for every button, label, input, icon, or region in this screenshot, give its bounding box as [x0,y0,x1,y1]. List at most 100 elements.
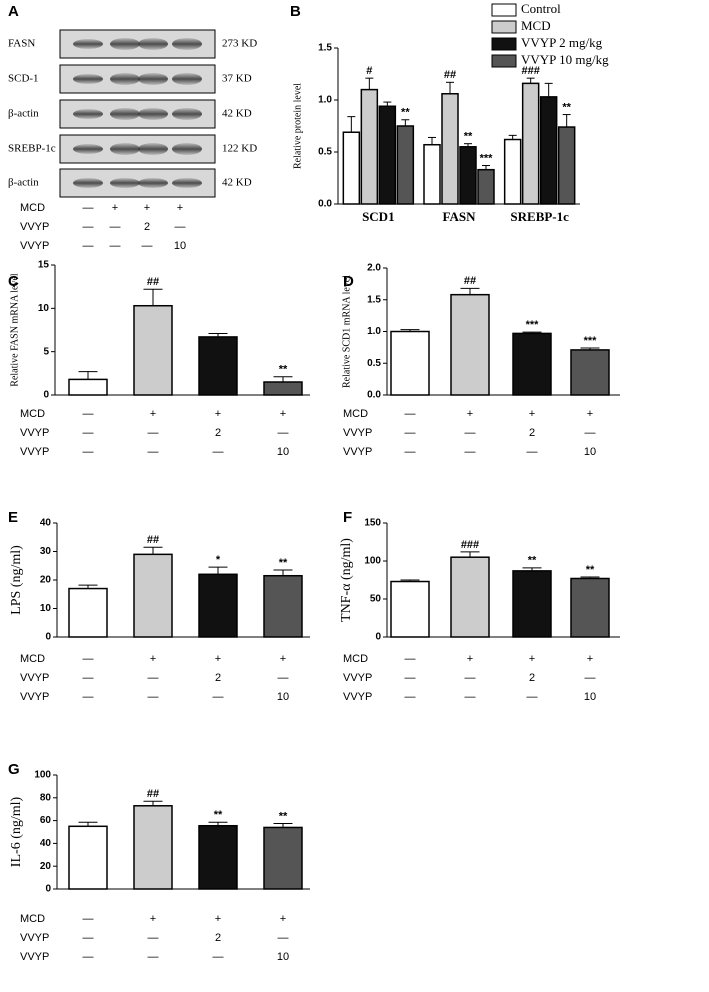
bar [459,146,477,205]
treatment-cell: — [465,672,476,684]
significance-label: *** [526,319,540,331]
significance-label: ## [147,276,159,288]
y-tick-label: 1.5 [318,43,332,54]
bar [198,824,238,890]
bar [557,126,576,205]
treatment-cell: — [405,653,416,665]
treatment-cell: 2 [215,672,221,684]
bar [570,349,610,396]
treatment-cell: — [465,446,476,458]
treatment-cell: 2 [215,932,221,944]
significance-label: ** [464,131,473,143]
significance-label: *** [480,152,494,164]
y-tick-label: 40 [40,518,52,529]
bar [68,825,108,890]
y-tick-label: 1.0 [367,326,381,337]
treatment-cell: — [83,672,94,684]
y-axis-label: Relative FASN mRNA level [9,273,20,387]
blot-band [138,73,168,85]
treatment-cell: — [405,672,416,684]
significance-label: ** [279,364,288,376]
bar [390,580,430,638]
bar [512,332,552,396]
y-tick-label: 0.0 [318,199,332,210]
treatment-cell: — [175,221,186,233]
y-tick-label: 1.5 [367,294,381,305]
y-tick-label: 0.5 [318,147,332,158]
treatment-cell: — [527,691,538,703]
treatment-cell: — [83,221,94,233]
treatment-cell: + [587,408,593,420]
treatment-cell: + [215,913,221,925]
treatment-cell: — [142,240,153,252]
treatment-label: MCD [20,913,45,925]
treatment-label: VVYP [20,221,49,233]
treatment-cell: — [83,408,94,420]
legend-swatch [491,3,517,17]
significance-label: ** [279,810,288,822]
bar [423,143,441,205]
legend-label: VVYP 10 mg/kg [521,52,609,67]
treatment-cell: + [112,202,118,214]
significance-label: # [366,65,372,77]
treatment-cell: 2 [144,221,150,233]
y-tick-label: 15 [38,260,50,271]
panel-letter: B [290,3,301,20]
bar [396,125,415,205]
treatment-cell: — [83,240,94,252]
blot-label: SREBP-1c [8,143,56,155]
treatment-label: MCD [20,408,45,420]
treatment-cell: — [148,932,159,944]
treatment-cell: — [83,427,94,439]
treatment-cell: + [280,408,286,420]
treatment-cell: — [148,951,159,963]
y-tick-label: 5 [43,346,49,357]
bar [133,304,173,396]
legend-swatch [491,37,517,51]
bar [503,138,522,205]
blot-size: 273 KD [222,38,257,50]
significance-label: ** [214,809,223,821]
treatment-cell: 10 [174,240,186,252]
treatment-label: VVYP [20,691,49,703]
blot-band [138,143,168,155]
bar [133,553,173,638]
treatment-label: VVYP [343,446,372,458]
panel-letter: C [8,273,19,290]
bar [198,573,238,638]
significance-label: ** [279,557,288,569]
bar [342,131,361,205]
treatment-label: VVYP [20,951,49,963]
treatment-cell: — [278,427,289,439]
bar [570,577,610,638]
blot-band [73,178,103,188]
treatment-cell: — [83,653,94,665]
y-tick-label: 150 [364,518,381,529]
bar [390,330,430,396]
treatment-cell: — [405,427,416,439]
y-tick-label: 50 [370,594,382,605]
treatment-label: VVYP [20,240,49,252]
blot-size: 122 KD [222,143,257,155]
panel-letter: D [343,273,354,290]
treatment-cell: — [83,932,94,944]
blot-label: SCD-1 [8,73,39,85]
y-tick-label: 10 [38,303,50,314]
y-tick-label: 40 [40,838,52,849]
legend-swatch [491,54,517,68]
y-axis-label: TNF-α (ng/ml) [339,538,354,622]
y-tick-label: 100 [364,556,381,567]
bar [378,105,397,205]
panel-letter: A [8,3,19,20]
treatment-cell: — [405,691,416,703]
treatment-cell: + [150,913,156,925]
treatment-cell: 2 [529,427,535,439]
blot-size: 37 KD [222,73,252,85]
bar [450,293,490,396]
treatment-cell: — [213,951,224,963]
x-tick-label: SREBP-1c [510,209,569,224]
treatment-cell: + [467,408,473,420]
y-tick-label: 0.0 [367,390,381,401]
treatment-cell: + [587,653,593,665]
